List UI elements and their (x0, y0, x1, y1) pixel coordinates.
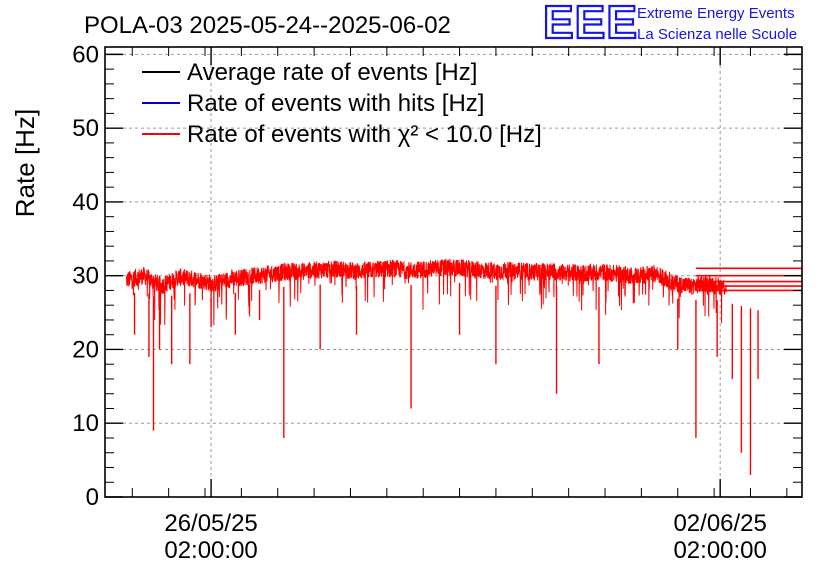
y-tick-label: 50 (72, 115, 99, 142)
y-tick-label: 40 (72, 189, 99, 216)
y-tick-label: 10 (72, 410, 99, 437)
y-tick-label: 30 (72, 263, 99, 290)
x-tick-label-time: 02:00:00 (673, 537, 766, 564)
y-tick-label: 60 (72, 41, 99, 68)
x-tick-label-date: 02/06/25 (673, 510, 766, 537)
plot-frame (104, 46, 803, 498)
chart-title: POLA-03 2025-05-24--2025-06-02 (84, 12, 451, 39)
eee-logo-mark: EEE (543, 0, 638, 48)
y-tick-label: 0 (86, 484, 99, 511)
eee-logo-line2: La Scienza nelle Scuole (637, 26, 797, 43)
y-tick-label: 20 (72, 336, 99, 363)
y-axis-title: Rate [Hz] (10, 109, 40, 217)
x-tick-label-date: 26/05/25 (164, 510, 257, 537)
eee-logo: EEE Extreme Energy Events La Scienza nel… (542, 0, 797, 49)
legend-label-chi2: Rate of events with χ² < 10.0 [Hz] (187, 121, 542, 148)
grid (105, 47, 802, 497)
x-tick-label-time: 02:00:00 (164, 537, 257, 564)
legend-label-hits: Rate of events with hits [Hz] (187, 90, 484, 117)
legend: Average rate of events [Hz] Rate of even… (142, 59, 542, 148)
chi2-rate-series-line (125, 258, 727, 326)
axis-ticks (105, 47, 802, 498)
legend-label-average: Average rate of events [Hz] (187, 59, 477, 86)
eee-logo-line1: Extreme Energy Events (637, 5, 795, 22)
series-area (125, 258, 802, 475)
tick-labels: 010203040506026/05/2502:00:0002/06/2502:… (72, 41, 767, 564)
